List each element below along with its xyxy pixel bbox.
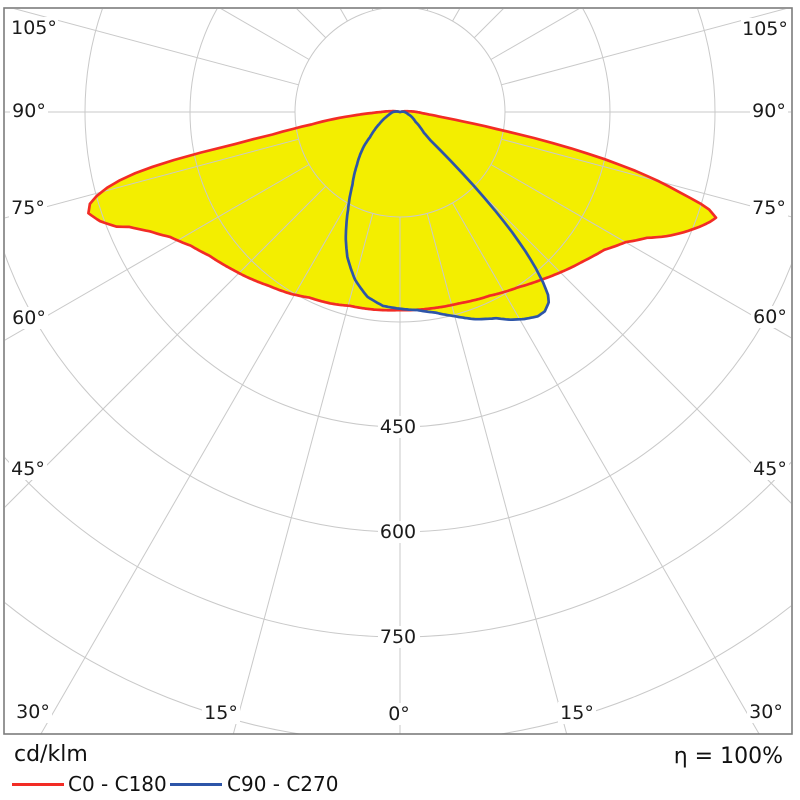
grid-spoke-165	[426, 9, 429, 11]
grid-spoke-300	[5, 164, 310, 341]
angle-label-chip	[14, 701, 52, 723]
chart-footer: cd/klm η = 100% C0 - C180 C90 - C270	[0, 736, 800, 800]
angle-label: 90°	[12, 100, 46, 122]
grid-spoke-345	[232, 213, 374, 734]
grid-spoke-315	[5, 185, 327, 508]
angle-label-chip	[9, 197, 47, 219]
angle-label: 105°	[11, 17, 57, 39]
angle-label: 105°	[742, 18, 788, 40]
unit-label: cd/klm	[14, 742, 88, 767]
legend-swatch-c90-c270	[170, 783, 222, 786]
curve-fill-layer	[88, 111, 716, 320]
angle-label-chip	[750, 197, 788, 219]
angle-label-chip	[751, 306, 789, 328]
grid-spoke-30	[452, 202, 760, 734]
angle-label: 90°	[752, 100, 786, 122]
legend: C0 - C180 C90 - C270	[0, 772, 800, 796]
angle-label: 0°	[388, 703, 410, 725]
angle-label: 75°	[11, 197, 45, 219]
ring-label-chip	[378, 416, 420, 438]
curve-C90-C270	[344, 110, 551, 322]
grid-spoke-195	[371, 9, 374, 11]
angle-label-chip	[558, 702, 596, 724]
ring-label: 750	[380, 626, 416, 648]
angle-label-chip	[202, 702, 240, 724]
angle-label-chip	[741, 18, 789, 40]
ring-label-chip	[378, 626, 420, 648]
angle-label: 45°	[11, 458, 45, 480]
intensity-fill-1	[345, 111, 549, 320]
grid-spoke-75	[501, 138, 791, 218]
angle-label: 75°	[752, 197, 786, 219]
angle-label: 15°	[560, 702, 594, 724]
ring-label: 600	[380, 521, 416, 543]
curve-stroke-layer	[87, 109, 718, 322]
plot-frame	[3, 7, 793, 735]
legend-swatch-c0-c180	[12, 783, 64, 786]
angle-label: 60°	[753, 306, 787, 328]
angle-label: 15°	[204, 702, 238, 724]
efficiency-label: η = 100%	[673, 744, 783, 769]
grid-spoke-255	[13, 9, 299, 86]
angle-label: 60°	[12, 307, 46, 329]
curve-C0-C180	[87, 109, 718, 312]
angle-label-chip	[9, 458, 47, 480]
angle-label-chip	[10, 17, 58, 39]
angle-label: 45°	[753, 458, 787, 480]
angle-label: 30°	[749, 701, 783, 723]
ring-label-chip	[378, 521, 420, 543]
axis-label-layer: 450 600 750 105° 90° 75° 60° 45° 30° 15° 0° 15° 30° 4…	[9, 17, 789, 725]
ring-label: 450	[380, 416, 416, 438]
angle-label-chip	[750, 100, 788, 122]
grid-spoke-105	[501, 9, 787, 86]
angle-label-chip	[10, 100, 48, 122]
angle-label-chip	[747, 701, 785, 723]
grid-spoke-285	[5, 138, 299, 219]
grid-spoke-60	[490, 164, 791, 339]
angle-label-chip	[751, 458, 789, 480]
angle-label: 30°	[16, 701, 50, 723]
legend-label-c0-c180: C0 - C180	[68, 772, 167, 796]
angle-label-chip	[386, 703, 412, 725]
grid-spoke-15	[426, 213, 568, 734]
grid-spoke-330	[40, 202, 348, 734]
grid-spoke-45	[473, 185, 791, 504]
legend-label-c90-c270: C90 - C270	[227, 772, 339, 796]
angle-label-chip	[10, 307, 48, 329]
